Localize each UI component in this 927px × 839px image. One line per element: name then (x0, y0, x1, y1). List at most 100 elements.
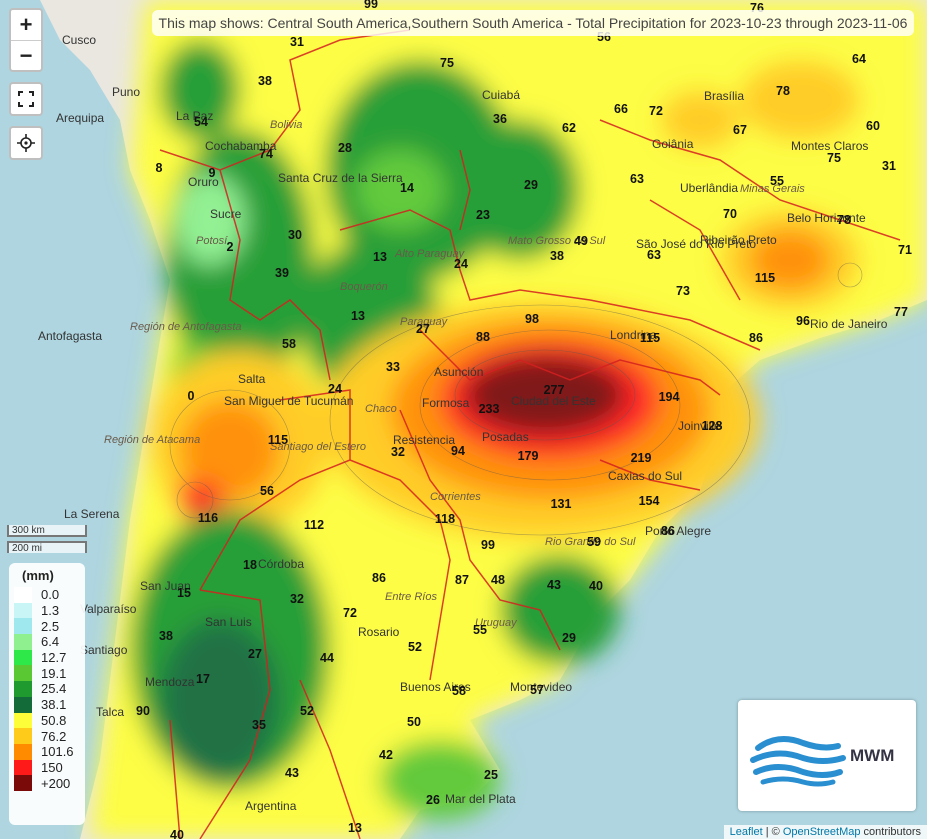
value-label: 30 (288, 228, 302, 242)
value-label: 13 (348, 821, 362, 835)
mwm-logo[interactable]: MWM (738, 700, 916, 811)
legend-row: +200 (9, 775, 85, 791)
value-label: 115 (755, 271, 775, 285)
value-label: 73 (676, 284, 690, 298)
value-label: 71 (898, 243, 912, 257)
precip-field (90, 0, 927, 839)
value-label: 94 (451, 444, 465, 458)
value-label: 118 (435, 512, 455, 526)
value-label: 98 (525, 312, 539, 326)
value-label: 59 (587, 535, 601, 549)
value-label: 72 (649, 104, 663, 118)
legend-swatch (14, 728, 32, 744)
place-label: Arequipa (56, 111, 104, 125)
value-label: 24 (328, 382, 342, 396)
value-label: 27 (248, 647, 262, 661)
place-labels: Cusco Puno Arequipa La Paz Cochabamba Bo… (38, 33, 888, 813)
legend-swatch (14, 649, 32, 666)
region-label: Corrientes (430, 491, 481, 503)
legend-value: 12.7 (41, 650, 67, 666)
value-label: 27 (416, 322, 430, 336)
value-label: 32 (290, 592, 304, 606)
place-label: Sucre (210, 207, 242, 221)
region-label: Alto Paraguay (394, 248, 466, 260)
map-title: This map shows: Central South America,So… (152, 10, 914, 36)
legend-row: 76.2 (9, 728, 85, 744)
region-label: Paraguay (400, 316, 449, 328)
value-label: 23 (476, 208, 490, 222)
legend-row: 6.4 (9, 634, 85, 650)
value-label: 31 (882, 159, 896, 173)
place-label: La Paz (176, 109, 213, 123)
legend-row: 2.5 (9, 618, 85, 635)
value-label: 55 (473, 623, 487, 637)
value-label: 154 (639, 494, 660, 508)
osm-link[interactable]: OpenStreetMap (782, 826, 861, 838)
place-label: Santa Cruz de la Sierra (278, 171, 403, 185)
region-label: Santiago del Estero (270, 441, 366, 453)
legend-row: 38.1 (9, 696, 85, 713)
value-label: 277 (544, 383, 565, 397)
value-label: 179 (518, 449, 539, 463)
legend-row: 50.8 (9, 712, 85, 729)
value-label: 86 (661, 524, 675, 538)
zoom-in-button[interactable]: + (19, 12, 33, 37)
value-label: 13 (373, 250, 387, 264)
value-label: 67 (733, 123, 747, 137)
place-label: Córdoba (258, 557, 304, 571)
legend-swatch (14, 634, 32, 650)
value-label: 112 (304, 518, 324, 532)
leaflet-link[interactable]: Leaflet (729, 826, 763, 838)
place-label: Asunción (434, 365, 483, 379)
legend-row: 0.0 (9, 587, 85, 603)
region-label: Chaco (365, 403, 397, 415)
locate-button[interactable] (9, 126, 43, 160)
place-label: Mendoza (145, 675, 195, 689)
value-label: 194 (659, 390, 680, 404)
place-label: Ciudad del Este (511, 394, 596, 408)
legend-value: 1.3 (41, 603, 60, 619)
value-label: 31 (290, 35, 304, 49)
value-label: 52 (408, 640, 422, 654)
value-label: 28 (338, 141, 352, 155)
place-label: Antofagasta (38, 329, 102, 343)
legend-value: +200 (41, 775, 71, 791)
value-label: 9 (209, 166, 216, 180)
zoom-control: + − (9, 8, 43, 72)
region-label: Minas Gerais (740, 183, 805, 195)
place-label: São José do Rio Preto (636, 237, 756, 251)
value-label: 38 (258, 74, 272, 88)
boundaries (159, 29, 901, 839)
value-label: 2 (227, 240, 234, 254)
place-label: Argentina (245, 799, 297, 813)
legend-swatch (14, 587, 32, 603)
place-label: Montevideo (510, 680, 572, 694)
value-label: 24 (454, 257, 468, 271)
legend-swatch (14, 775, 32, 791)
value-label: 49 (574, 234, 588, 248)
legend-value: 50.8 (41, 712, 67, 728)
place-label: Resistencia (393, 433, 455, 447)
value-label: 87 (455, 573, 469, 587)
place-label: Belo Horizonte (787, 211, 866, 225)
value-label: 233 (479, 402, 500, 416)
value-label: 90 (136, 704, 150, 718)
value-label: 42 (379, 748, 393, 762)
value-label: 43 (547, 578, 561, 592)
region-label: Entre Ríos (385, 591, 437, 603)
value-label: 58 (282, 337, 296, 351)
place-label: Talca (96, 705, 124, 719)
value-label: 40 (170, 828, 184, 839)
zoom-out-button[interactable]: − (11, 40, 41, 71)
place-label: Ribeirão Preto (700, 233, 777, 247)
attribution-rest: contributors (860, 826, 921, 838)
fullscreen-button[interactable] (9, 82, 43, 116)
value-labels: 99 76 56 31 75 64 38 66 72 78 54 36 62 6… (136, 0, 912, 839)
value-label: 39 (275, 266, 289, 280)
value-label: 75 (440, 56, 454, 70)
fullscreen-icon (18, 91, 34, 107)
value-label: 78 (776, 84, 790, 98)
legend-value: 38.1 (41, 697, 67, 713)
value-label: 33 (386, 360, 400, 374)
